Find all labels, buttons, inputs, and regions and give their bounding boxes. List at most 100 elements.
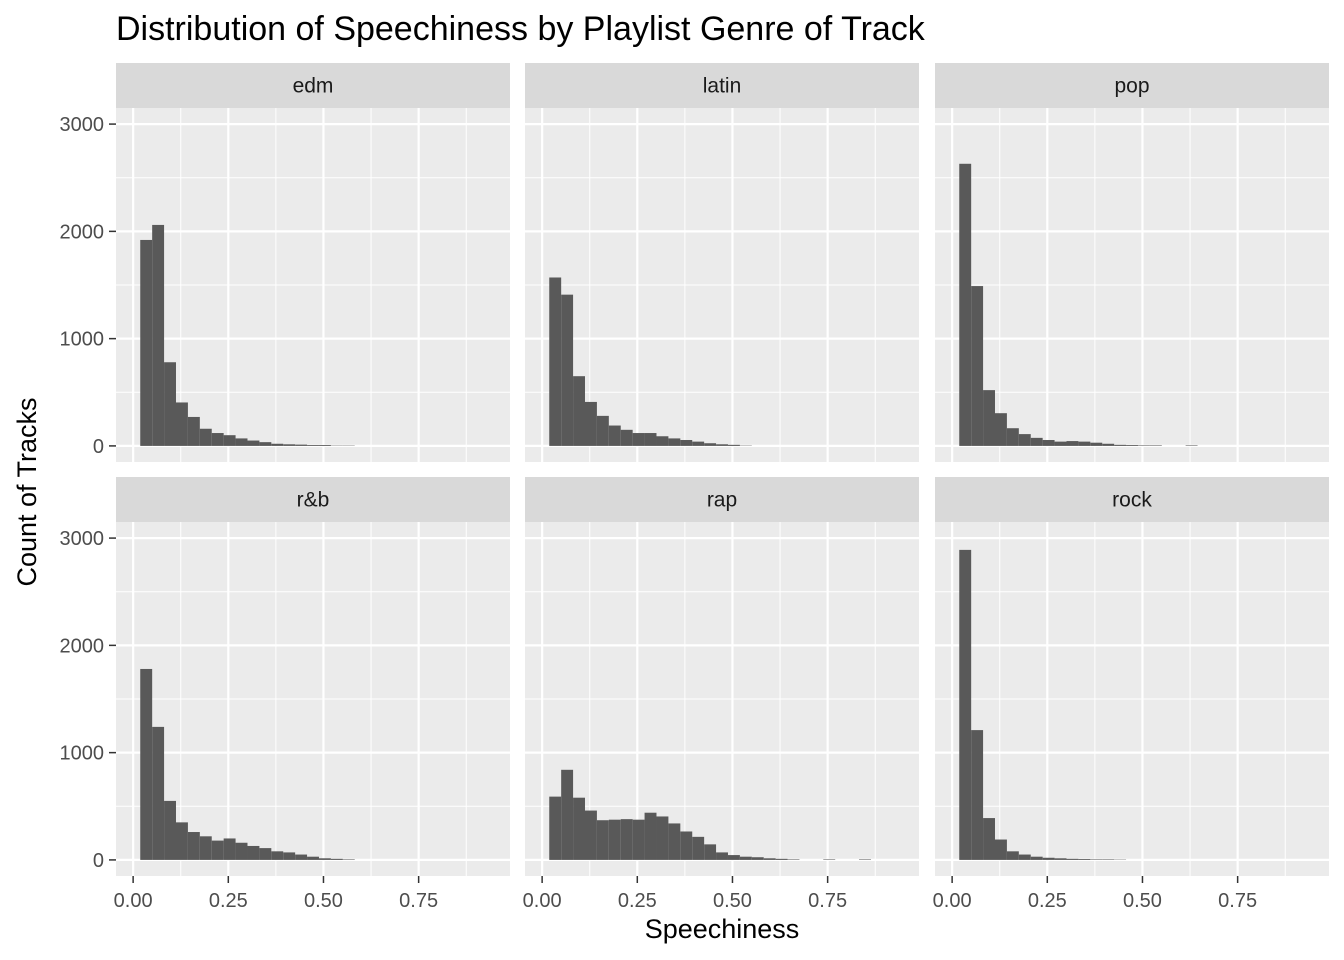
histogram-bar [959,549,972,860]
histogram-bar [549,796,562,860]
histogram-bar [620,429,633,446]
histogram-bar [140,239,153,446]
facet-strip-label: pop [1114,75,1149,98]
histogram-bar [211,840,224,860]
facet-strip [935,477,1329,522]
histogram-bar [959,163,972,446]
histogram-bar [859,859,871,860]
histogram-bar [971,286,984,446]
histogram-bar [584,401,597,446]
histogram-bar [739,856,752,860]
histogram-bar [680,440,693,446]
histogram-bar [656,816,669,860]
histogram-bar [283,852,296,860]
histogram-bar [1102,859,1115,860]
histogram-bar [1054,441,1067,446]
histogram-bar [259,442,272,446]
histogram-bar [271,851,284,860]
histogram-bar [1149,445,1162,446]
histogram-bar [596,820,609,860]
histogram-bar [632,819,645,860]
y-tick-label: 3000 [60,528,105,550]
histogram-bar [727,444,740,446]
facet-panel-rap: rap 0.00 0.25 0.50 0.75 [523,477,919,912]
x-tick-label: 0.25 [209,890,248,912]
histogram-bar [307,445,319,446]
histogram-bar [727,855,740,860]
histogram-bar [164,362,176,446]
histogram-bar [608,425,621,446]
histogram-bar [573,797,585,860]
x-tick-label: 0.25 [1028,890,1067,912]
y-tick-label: 0 [93,850,104,872]
y-tick-label: 1000 [60,329,105,351]
histogram-bar [1018,854,1031,860]
histogram-bar [644,433,657,446]
x-tick-label: 0.00 [114,890,153,912]
facet-panel-pop: pop [935,63,1329,462]
facet-panel-rb: r&b 0 1000 2000 3000 0.00 0.25 0.50 0.75 [60,477,510,912]
facet-strip-label: edm [293,75,334,98]
x-tick-label: 0.50 [1123,890,1162,912]
histogram-bar [152,726,165,860]
x-tick-label: 0.75 [808,890,847,912]
histogram-bar [983,390,995,446]
histogram-bar [1078,859,1091,860]
histogram-bar [787,859,800,860]
histogram-bar [704,443,717,446]
facet-strip [525,63,919,108]
histogram-bar [259,848,272,860]
facet-strip-label: latin [703,75,742,98]
histogram-bar [561,294,574,446]
histogram-bar [318,858,331,860]
histogram-bar [164,800,176,860]
histogram-bar [549,277,562,446]
histogram-bar [235,842,248,860]
histogram-bar [1102,443,1115,446]
histogram-bar [330,858,343,860]
histogram-bar [1090,859,1103,860]
facet-strip [116,63,510,108]
x-tick-label: 0.75 [1218,890,1257,912]
y-tick-label: 2000 [60,635,105,657]
chart-title: Distribution of Speechiness by Playlist … [116,10,926,48]
histogram-bar [1018,434,1031,446]
histogram-bar [668,438,681,446]
histogram-bar [983,818,995,860]
histogram-bar [632,433,645,446]
histogram-bar [199,428,212,446]
facet-strip-label: r&b [297,489,330,512]
histogram-bar [1006,428,1019,446]
histogram-bar [692,836,705,860]
x-tick-label: 0.50 [713,890,752,912]
histogram-bar [152,224,165,446]
histogram-bar [1185,445,1198,446]
facets-layer: edm 0 1000 2000 3000 latin pop r&b 0 1000 2000 3000… [60,63,1329,912]
histogram-bar [175,402,188,446]
histogram-bar [573,376,585,446]
histogram-bar [644,812,657,860]
histogram-bar [763,858,776,860]
histogram-bar [271,443,284,446]
histogram-bar [295,854,308,860]
histogram-bar [1114,444,1127,446]
histogram-bar [620,819,633,860]
histogram-bar [1054,858,1067,860]
y-axis-title: Count of Tracks [12,397,42,586]
facet-panel-rock: rock 0.00 0.25 0.50 0.75 [933,477,1329,912]
histogram-bar [247,440,260,446]
histogram-bar [175,822,188,860]
histogram-bar [235,438,248,446]
histogram-bar [751,857,764,860]
x-tick-label: 0.00 [933,890,972,912]
facet-strip [935,63,1329,108]
facet-panel-latin: latin [525,63,919,462]
histogram-bar [775,858,788,860]
histogram-bar [1030,856,1043,860]
histogram-bar [680,831,693,860]
histogram-bar [994,839,1007,860]
x-tick-label: 0.50 [304,890,343,912]
histogram-bar [692,441,705,446]
